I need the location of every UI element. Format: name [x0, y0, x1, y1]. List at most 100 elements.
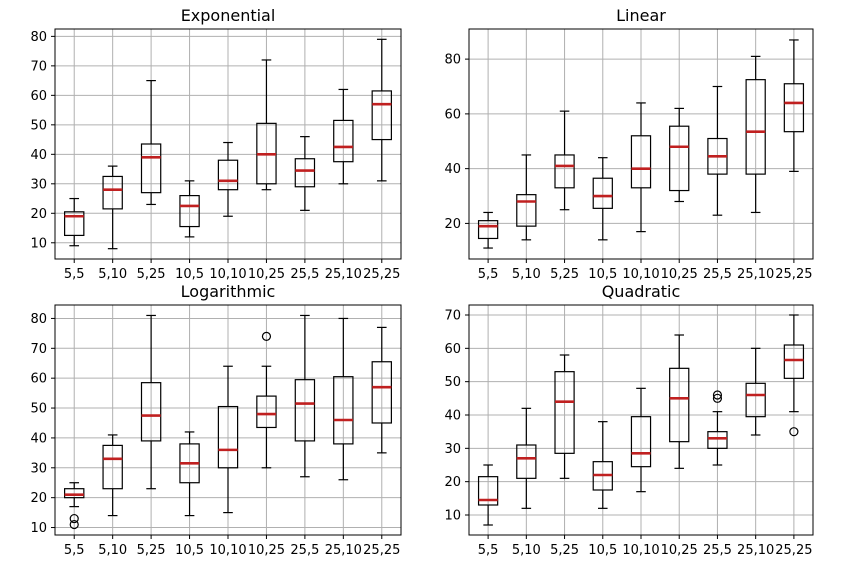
outlier-point: [789, 427, 799, 437]
x-tick-label: 25,25: [363, 267, 400, 282]
chart-title: Linear: [616, 6, 666, 25]
x-tick-label: 25,5: [703, 543, 732, 558]
chart-title: Quadratic: [602, 282, 681, 301]
y-tick-label: 50: [30, 118, 47, 133]
iqr-box: [64, 488, 85, 499]
iqr-box: [707, 431, 728, 449]
iqr-box: [554, 154, 575, 189]
x-tick-label: 10,10: [622, 543, 659, 558]
y-tick-label: 60: [30, 372, 47, 387]
x-tick-label: 5,10: [512, 267, 541, 282]
y-tick-label: 10: [30, 236, 47, 251]
box-25,25: [783, 39, 805, 172]
x-tick-label: 5,25: [550, 267, 579, 282]
box-25,10: [333, 317, 354, 481]
box-25,10: [333, 88, 354, 185]
box-10,25: [256, 331, 277, 469]
x-tick-label: 25,10: [325, 543, 362, 558]
box-5,25: [140, 80, 162, 206]
x-tick-label: 10,5: [175, 543, 204, 558]
iqr-box: [371, 90, 392, 141]
chart-panel-1: 20 40 60 80 5,5 5,10 5,25 10,5 10,10 10,25 25,5 25,…: [444, 6, 814, 282]
y-tick-label: 40: [30, 148, 47, 163]
box-25,5: [707, 85, 728, 216]
iqr-box: [102, 444, 123, 490]
x-tick-label: 5,5: [64, 267, 85, 282]
iqr-box: [179, 195, 200, 228]
y-tick-label: 20: [444, 217, 461, 232]
iqr-box: [333, 376, 354, 445]
box-5,5: [477, 211, 499, 249]
y-tick-label: 80: [30, 30, 47, 45]
box-5,10: [516, 154, 537, 241]
box-25,5: [707, 390, 728, 466]
box-5,10: [102, 165, 123, 250]
outlier-point: [261, 331, 272, 341]
box-5,5: [64, 482, 85, 530]
iqr-box: [140, 382, 162, 442]
x-tick-label: 10,10: [209, 543, 246, 558]
iqr-box: [140, 143, 162, 194]
box-5,10: [102, 434, 123, 517]
x-tick-label: 5,25: [137, 267, 166, 282]
box-25,25: [371, 326, 392, 454]
iqr-box: [333, 119, 354, 163]
box-10,10: [630, 102, 652, 233]
box-25,10: [745, 347, 766, 436]
iqr-box: [630, 135, 652, 189]
plot-frame: [468, 304, 814, 536]
y-tick-label: 50: [30, 402, 47, 417]
box-10,25: [669, 334, 690, 469]
x-tick-label: 10,25: [661, 543, 698, 558]
y-tick-label: 20: [444, 475, 461, 490]
outlier-point: [69, 519, 79, 530]
y-tick-label: 50: [444, 375, 461, 390]
x-tick-label: 10,5: [588, 543, 617, 558]
y-tick-label: 10: [444, 509, 461, 524]
x-tick-label: 25,5: [703, 267, 732, 282]
x-tick-label: 10,25: [661, 267, 698, 282]
x-tick-label: 10,10: [209, 267, 246, 282]
x-tick-label: 25,10: [325, 267, 362, 282]
iqr-box: [516, 194, 537, 227]
box-10,10: [217, 141, 239, 217]
x-tick-label: 25,25: [363, 543, 400, 558]
x-tick-label: 10,5: [588, 267, 617, 282]
iqr-box: [783, 83, 805, 133]
iqr-box: [745, 79, 766, 175]
iqr-box: [783, 344, 805, 379]
box-5,25: [554, 110, 575, 211]
y-tick-label: 70: [444, 309, 461, 324]
iqr-box: [217, 159, 239, 191]
iqr-box: [477, 220, 499, 240]
x-tick-label: 5,10: [512, 543, 541, 558]
y-tick-label: 60: [444, 107, 461, 122]
x-tick-label: 25,5: [290, 267, 319, 282]
x-tick-label: 25,5: [290, 543, 319, 558]
iqr-box: [745, 382, 766, 418]
y-tick-label: 70: [30, 59, 47, 74]
iqr-box: [371, 361, 392, 424]
iqr-box: [630, 416, 652, 468]
plot-frame: [54, 304, 402, 536]
box-10,5: [592, 421, 613, 509]
chart-panel-0: 10 20 30 40 50 60 70 80 5,5 5,10 5,25 10,5 10,10 10,2…: [30, 6, 402, 282]
box-25,25: [371, 38, 392, 182]
outlier-point: [69, 513, 79, 524]
x-tick-label: 25,10: [737, 543, 774, 558]
chart-title: Logarithmic: [181, 282, 276, 301]
box-10,5: [592, 157, 613, 241]
x-tick-label: 10,25: [248, 543, 285, 558]
iqr-box: [592, 177, 613, 209]
box-10,5: [179, 431, 200, 517]
iqr-box: [669, 367, 690, 443]
iqr-box: [294, 379, 316, 442]
plot-frame: [54, 28, 402, 260]
y-tick-label: 70: [30, 342, 47, 357]
box-5,25: [140, 314, 162, 490]
x-tick-label: 5,10: [98, 267, 127, 282]
y-tick-label: 40: [444, 162, 461, 177]
x-tick-label: 25,10: [737, 267, 774, 282]
iqr-box: [102, 175, 123, 210]
box-5,5: [477, 464, 499, 526]
